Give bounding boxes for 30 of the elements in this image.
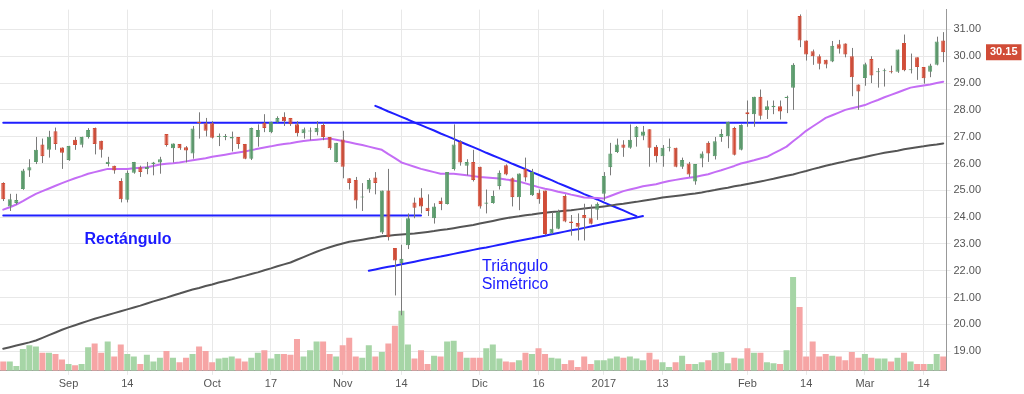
x-tick-label: 14 bbox=[917, 377, 930, 390]
y-tick-label: 19.00 bbox=[953, 344, 981, 357]
x-tick-label: 14 bbox=[121, 377, 134, 390]
text: 30.15 bbox=[990, 45, 1018, 58]
x-tick-label: Mar bbox=[855, 377, 875, 390]
x-tick-label: Feb bbox=[737, 377, 757, 390]
x-tick-label: Dic bbox=[471, 377, 489, 390]
y-tick-label: 26.00 bbox=[953, 156, 981, 169]
y-tick-label: 20.00 bbox=[953, 317, 981, 330]
x-tick-label: Nov bbox=[332, 377, 353, 390]
y-tick-label: 21.00 bbox=[953, 290, 981, 303]
x-tick-label: 14 bbox=[395, 377, 408, 390]
x-tick-label: Oct bbox=[203, 377, 221, 390]
x-tick-label: 16 bbox=[532, 377, 545, 390]
y-tick-label: 27.00 bbox=[953, 129, 981, 142]
y-tick-label: 29.00 bbox=[953, 76, 981, 89]
y-tick-label: 22.00 bbox=[953, 263, 981, 276]
y-tick-label: 24.00 bbox=[953, 210, 981, 223]
y-tick-label: 30.00 bbox=[953, 49, 981, 62]
y-tick-label: 28.00 bbox=[953, 102, 981, 115]
x-tick-label: 17 bbox=[264, 377, 278, 390]
annotation: Triángulo Simétrico bbox=[481, 257, 549, 293]
y-tick-label: 31.00 bbox=[953, 22, 981, 35]
y-tick-label: 23.00 bbox=[953, 237, 981, 249]
x-tick-label: Sep bbox=[58, 377, 79, 390]
x-tick-label: 14 bbox=[800, 377, 813, 390]
annotation: Rectángulo bbox=[84, 230, 172, 248]
x-tick-label: 2017 bbox=[591, 377, 617, 390]
y-tick-label: 25.00 bbox=[953, 183, 981, 196]
x-tick-label: 13 bbox=[656, 377, 669, 390]
